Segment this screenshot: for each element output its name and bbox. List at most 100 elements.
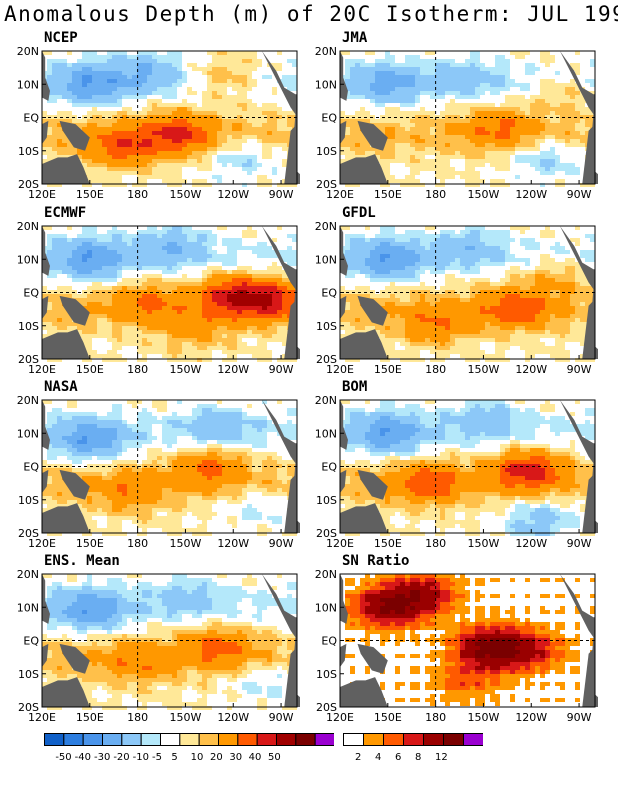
heatmap-cell (102, 87, 107, 91)
heatmap-cell (202, 127, 207, 131)
heatmap-cell (510, 51, 515, 55)
heatmap-cell (147, 230, 152, 234)
heatmap-cell (490, 163, 495, 167)
heatmap-cell (535, 302, 540, 306)
heatmap-cell (575, 286, 580, 290)
heatmap-cell (152, 230, 157, 234)
heatmap-cell (350, 298, 355, 302)
heatmap-cell (132, 139, 137, 143)
heatmap-cell (590, 250, 595, 254)
heatmap-cell (112, 286, 117, 290)
heatmap-cell (470, 131, 475, 135)
heatmap-cell (57, 246, 62, 250)
heatmap-cell (435, 95, 440, 99)
heatmap-cell (102, 127, 107, 131)
heatmap-cell (510, 131, 515, 135)
heatmap-cell (202, 326, 207, 330)
heatmap-cell (430, 246, 435, 250)
heatmap-cell (152, 87, 157, 91)
heatmap-cell (565, 99, 570, 103)
heatmap-cell (345, 67, 350, 71)
heatmap-cell (242, 91, 247, 95)
heatmap-cell (197, 179, 202, 183)
heatmap-cell (495, 75, 500, 79)
heatmap-cell (485, 135, 490, 139)
heatmap-cell (430, 91, 435, 95)
heatmap-cell (102, 143, 107, 147)
heatmap-cell (182, 234, 187, 238)
heatmap-cell (152, 143, 157, 147)
heatmap-cell (147, 111, 152, 115)
heatmap-cell (227, 127, 232, 131)
heatmap-cell (535, 286, 540, 290)
heatmap-cell (167, 322, 172, 326)
heatmap-cell (172, 322, 177, 326)
heatmap-cell (182, 314, 187, 318)
heatmap-cell (197, 262, 202, 266)
heatmap-cell (340, 151, 345, 155)
heatmap-cell (117, 115, 122, 119)
heatmap-cell (172, 87, 177, 91)
heatmap-cell (540, 298, 545, 302)
heatmap-cell (252, 330, 257, 334)
heatmap-cell (147, 103, 152, 107)
heatmap-cell (72, 71, 77, 75)
heatmap-cell (450, 119, 455, 123)
heatmap-cell (400, 298, 405, 302)
heatmap-cell (545, 123, 550, 127)
heatmap-cell (132, 266, 137, 270)
heatmap-cell (400, 155, 405, 159)
heatmap-cell (385, 95, 390, 99)
heatmap-cell (167, 163, 172, 167)
heatmap-cell (137, 234, 142, 238)
heatmap-cell (455, 147, 460, 151)
heatmap-cell (112, 147, 117, 151)
heatmap-cell (122, 342, 127, 346)
heatmap-cell (445, 131, 450, 135)
heatmap-cell (395, 83, 400, 87)
heatmap-cell (117, 123, 122, 127)
heatmap-cell (465, 103, 470, 107)
heatmap-cell (400, 71, 405, 75)
heatmap-cell (555, 183, 560, 187)
heatmap-cell (162, 131, 167, 135)
heatmap-cell (390, 83, 395, 87)
heatmap-cell (510, 278, 515, 282)
heatmap-cell (267, 115, 272, 119)
heatmap-cell (475, 95, 480, 99)
heatmap-cell (242, 119, 247, 123)
heatmap-cell (495, 135, 500, 139)
heatmap-cell (385, 75, 390, 79)
heatmap-cell (445, 127, 450, 131)
heatmap-cell (272, 111, 277, 115)
heatmap-cell (345, 127, 350, 131)
heatmap-cell (232, 246, 237, 250)
heatmap-cell (62, 63, 67, 67)
heatmap-cell (42, 143, 47, 147)
heatmap-cell (375, 95, 380, 99)
heatmap-cell (212, 346, 217, 350)
heatmap-cell (485, 111, 490, 115)
heatmap-cell (405, 159, 410, 163)
heatmap-cell (162, 111, 167, 115)
heatmap-cell (480, 67, 485, 71)
heatmap-cell (247, 286, 252, 290)
heatmap-cell (167, 338, 172, 342)
heatmap-cell (72, 258, 77, 262)
heatmap-cell (177, 230, 182, 234)
heatmap-cell (257, 175, 262, 179)
heatmap-cell (167, 95, 172, 99)
heatmap-cell (535, 167, 540, 171)
heatmap-cell (52, 131, 57, 135)
heatmap-cell (57, 75, 62, 79)
heatmap-cell (82, 330, 87, 334)
heatmap-cell (112, 242, 117, 246)
heatmap-cell (445, 67, 450, 71)
heatmap-cell (107, 350, 112, 354)
heatmap-cell (192, 147, 197, 151)
heatmap-cell (242, 103, 247, 107)
heatmap-cell (222, 163, 227, 167)
heatmap-cell (92, 175, 97, 179)
heatmap-cell (92, 306, 97, 310)
heatmap-cell (157, 338, 162, 342)
